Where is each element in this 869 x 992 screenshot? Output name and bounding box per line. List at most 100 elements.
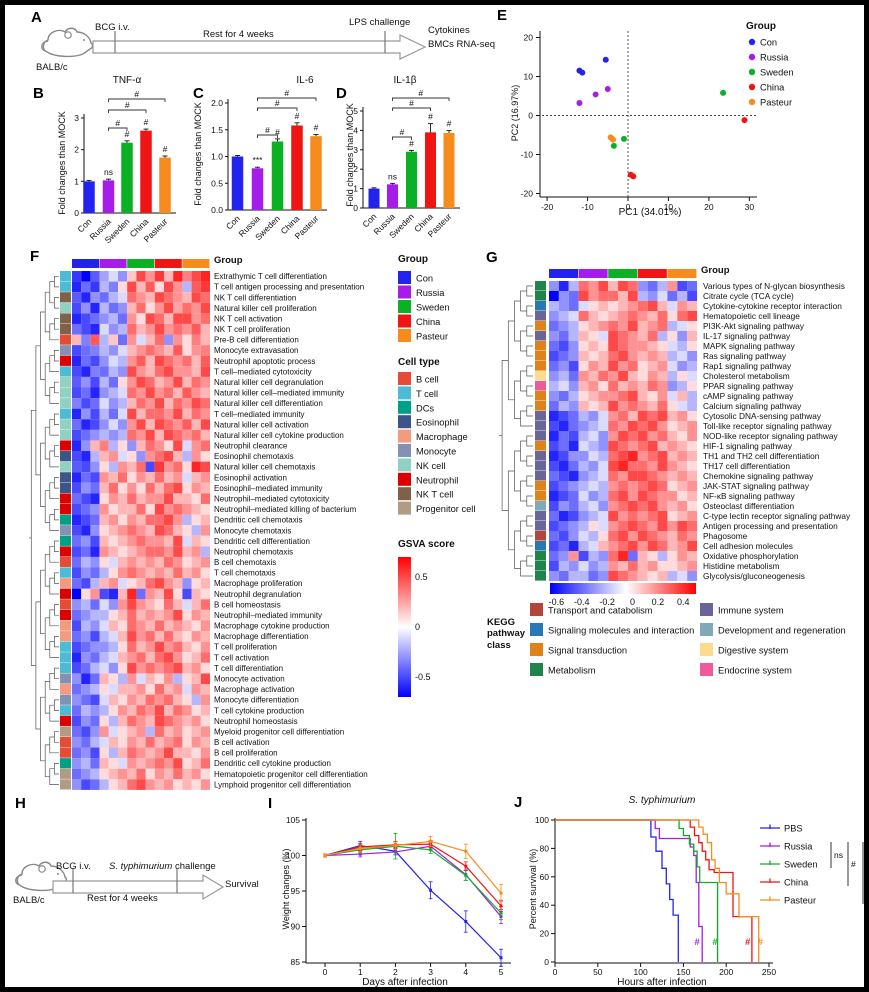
heatmap-cell (136, 631, 146, 642)
x-tick-label: 0 (553, 967, 558, 977)
heatmap-cell (145, 493, 155, 504)
heatmap-cell (182, 567, 192, 579)
heatmap-cell (578, 461, 589, 471)
heatmap-cell (687, 461, 698, 471)
heatmap-cell (118, 366, 128, 377)
heatmap-cell (608, 391, 619, 401)
y-tick-label: 80 (540, 843, 550, 853)
legend-entry-label: Endocrine system (718, 666, 792, 676)
legend-entry-label: Neutrophil (416, 475, 458, 485)
heatmap-cell (81, 768, 91, 780)
heatmap-cell (200, 472, 210, 483)
heatmap-cell (136, 429, 146, 441)
heatmap-cell (618, 291, 628, 301)
heatmap-cell (72, 705, 82, 716)
heatmap-cell (608, 551, 619, 561)
heatmap-cell (667, 311, 678, 321)
heatmap-cell (108, 461, 118, 473)
heatmap-cell (608, 541, 619, 551)
row-class-swatch (60, 609, 71, 621)
heatmap-cell (608, 571, 619, 581)
heatmap-cell (118, 662, 128, 674)
y-tick-label: 1.5 (211, 125, 223, 135)
heatmap-cell (200, 345, 210, 356)
heatmap-cell (687, 451, 698, 461)
heatmap-cell (677, 321, 688, 331)
heatmap-cell (136, 451, 146, 462)
heatmap-cell (90, 588, 100, 600)
legend-entry-label: Signaling molecules and interaction (548, 626, 694, 636)
heatmap-cell (90, 398, 100, 409)
heatmap-cell (588, 331, 599, 341)
y-tick-label: 95 (291, 886, 301, 896)
heatmap-row-label: Natural killer cell cytokine production (214, 431, 344, 440)
lps-challenge-label: LPS challenge (349, 17, 411, 28)
heatmap-cell (118, 482, 128, 494)
legend-entry-label: Macrophage (416, 432, 468, 442)
heatmap-cell (173, 271, 183, 282)
heatmap-cell (72, 429, 82, 441)
heatmap-row-label: Neutrophil degranulation (214, 590, 301, 599)
heatmap-cell (549, 471, 559, 481)
heatmap-cell (598, 371, 609, 381)
heatmap-cell (154, 419, 164, 430)
legend-entry-label: China (760, 82, 785, 92)
heatmap-cell (578, 551, 589, 561)
heatmap-cell (549, 331, 559, 341)
heatmap-cell (568, 481, 579, 491)
sig-bracket (108, 127, 128, 131)
heatmap-cell (667, 361, 678, 371)
heatmap-cell (145, 429, 155, 441)
colorbar-tick-label: -0.2 (599, 597, 615, 607)
heatmap-cell (81, 323, 91, 335)
y-tick-label: 10 (524, 72, 534, 82)
dendrogram-branch (514, 450, 521, 492)
dendrogram-branch (526, 325, 533, 337)
heatmap-cell (164, 599, 174, 610)
heatmap-cell (598, 291, 609, 301)
heatmap-cell (558, 521, 569, 531)
heatmap-cell (164, 684, 174, 695)
heatmap-cell (182, 747, 192, 759)
heatmap-row-label: Pre-B cell differentiation (214, 336, 299, 345)
heatmap-cell (164, 726, 174, 737)
dendrogram-branch (54, 381, 59, 394)
heatmap-cell (145, 376, 155, 388)
heatmap-cell (118, 376, 128, 388)
heatmap-cell (568, 411, 579, 421)
heatmap-cell (145, 345, 155, 356)
heatmap-cell (90, 556, 100, 568)
heatmap-cell (72, 631, 82, 642)
legend-swatch-group (398, 271, 411, 284)
heatmap-cell (127, 641, 137, 653)
legend-swatch-group (398, 300, 411, 313)
sig-hash: # (694, 937, 700, 948)
heatmap-cell (99, 631, 109, 642)
heatmap-cell (627, 341, 638, 351)
legend-entry-label: NK cell (416, 461, 445, 471)
heatmap-cell (81, 302, 91, 314)
heatmap-cell (99, 440, 109, 452)
heatmap-cell (598, 521, 609, 531)
heatmap-cell (647, 321, 658, 331)
heatmap-cell (637, 451, 648, 461)
heatmap-cell (118, 599, 128, 610)
heatmap-cell (154, 726, 164, 737)
heatmap-cell (164, 482, 174, 494)
heatmap-cell (608, 521, 619, 531)
heatmap-cell (72, 387, 82, 399)
heatmap-cell (558, 501, 569, 511)
heatmap-cell (558, 351, 569, 361)
dendrogram-branch (44, 363, 50, 396)
legend-entry-label: Con (760, 37, 777, 47)
heatmap-cell (687, 371, 698, 381)
legend-entry-label: Progenitor cell (416, 504, 475, 514)
heatmap-cell (182, 726, 192, 737)
heatmap-cell (72, 451, 82, 462)
heatmap-cell (108, 503, 118, 515)
row-class-swatch (535, 411, 546, 421)
heatmap-cell (118, 567, 128, 579)
bar (121, 142, 133, 213)
heatmap-cell (72, 768, 82, 780)
heatmap-cell (588, 431, 599, 441)
